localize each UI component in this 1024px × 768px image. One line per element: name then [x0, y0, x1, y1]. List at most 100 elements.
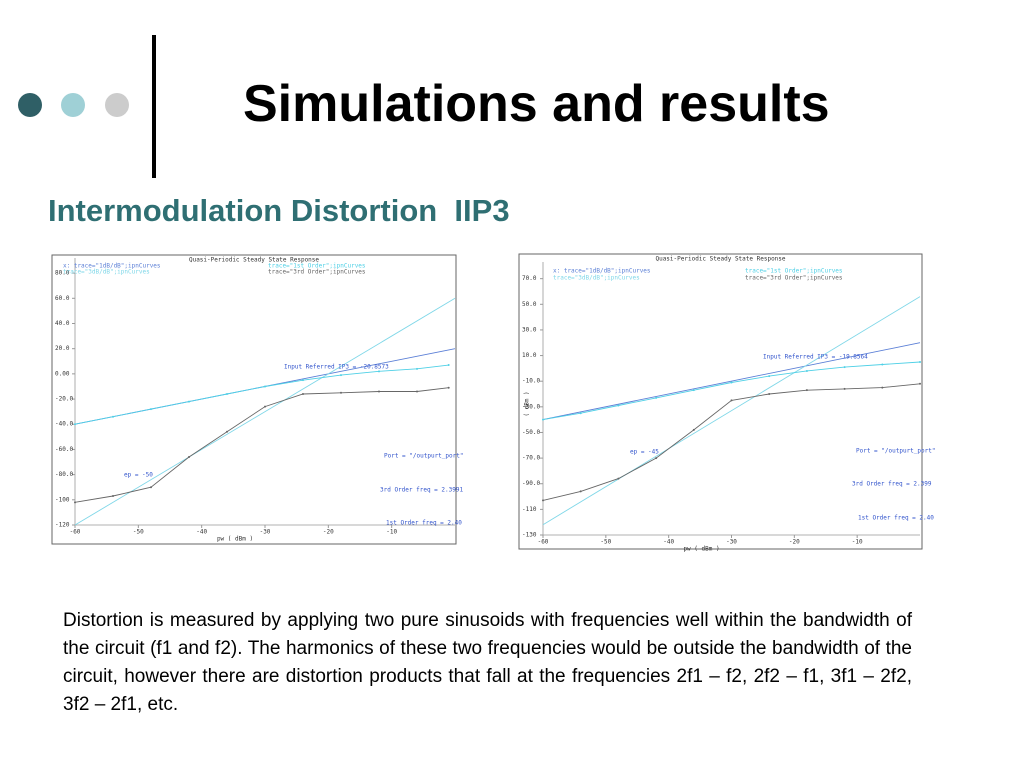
- data-point: [542, 499, 544, 502]
- data-point: [150, 408, 152, 411]
- y-tick-label: -50.0: [522, 429, 540, 436]
- y-tick-label: -10.0: [522, 378, 540, 385]
- data-point: [805, 369, 808, 372]
- data-point: [655, 396, 658, 399]
- slide-title: Simulations and results: [243, 75, 830, 133]
- y-tick-label: 70.0: [522, 275, 537, 282]
- slide-subtitle: Intermodulation Distortion IIP3: [48, 193, 510, 228]
- data-point: [768, 393, 771, 396]
- data-point: [188, 400, 190, 403]
- y-tick-label: -70.0: [522, 455, 540, 462]
- data-point: [74, 423, 76, 426]
- data-point: [447, 386, 450, 389]
- data-point: [617, 477, 620, 480]
- data-point: [579, 412, 582, 415]
- data-point: [843, 387, 846, 390]
- x-tick-label: -60: [70, 529, 81, 536]
- data-point: [447, 364, 450, 367]
- x-tick-label: -10: [386, 529, 397, 536]
- y-tick-label: 0.00: [55, 370, 70, 377]
- annotation: Port = "/outpurt_port": [856, 448, 935, 455]
- legend-entry: trace="3rd Order";ipnCurves: [268, 269, 366, 276]
- data-point: [692, 389, 695, 392]
- body-text: Distortion is measured by applying two p…: [63, 610, 912, 715]
- y-tick-label: 40.0: [55, 320, 70, 327]
- legend-entry: trace="1st Order";ipnCurves: [268, 263, 366, 270]
- y-tick-label: -60.0: [55, 446, 73, 453]
- annotation: ep = -50: [124, 472, 153, 479]
- data-point: [881, 386, 884, 389]
- y-tick-label: 60.0: [55, 295, 70, 302]
- legend-entry: x: trace="1dB/dB";ipnCurves: [553, 268, 651, 275]
- x-tick-label: -20: [323, 529, 334, 536]
- x-tick-label: -10: [852, 539, 863, 546]
- series-line: [542, 342, 921, 421]
- data-point: [881, 363, 884, 366]
- dot: [18, 93, 42, 117]
- legend-entry: trace="1st Order";ipnCurves: [745, 268, 843, 275]
- y-tick-label: -30.0: [522, 403, 540, 410]
- annotation: Input Referred IP3 = -19.8564: [763, 354, 868, 361]
- x-axis-label: pw ( dBm ): [217, 536, 253, 543]
- x-tick-label: -60: [538, 539, 549, 546]
- y-tick-label: -90.0: [522, 480, 540, 487]
- data-point: [843, 366, 846, 369]
- x-tick-label: -50: [600, 539, 611, 546]
- dot: [105, 93, 129, 117]
- y-tick-label: -120: [55, 522, 70, 529]
- data-point: [919, 382, 921, 385]
- y-tick-label: -80.0: [55, 471, 73, 478]
- x-tick-label: -40: [196, 529, 207, 536]
- data-point: [730, 381, 733, 384]
- y-tick-label: -100: [55, 496, 70, 503]
- data-point: [655, 457, 658, 460]
- data-point: [542, 418, 544, 421]
- data-point: [226, 393, 228, 396]
- y-tick-label: 80.0: [55, 270, 70, 277]
- data-point: [416, 390, 418, 393]
- y-tick-label: -130: [522, 532, 537, 539]
- plots: Quasi-Periodic Steady State Response -120…: [51, 253, 935, 553]
- data-point: [264, 405, 266, 408]
- annotation: ep = -45: [630, 449, 659, 456]
- annotation: Port = "/outpurt_port": [384, 453, 463, 460]
- data-point: [378, 390, 380, 393]
- data-point: [226, 430, 228, 433]
- legend-entry: trace="3dB/dB";ipnCurves: [63, 269, 150, 276]
- plot-frame: [518, 253, 923, 550]
- y-tick-label: -20.0: [55, 396, 73, 403]
- legend-entry: trace="3dB/dB";ipnCurves: [553, 275, 640, 282]
- x-tick-label: -40: [663, 539, 674, 546]
- x-tick-label: -30: [726, 539, 737, 546]
- annotation: 3rd Order freq = 2.3991: [380, 487, 463, 494]
- series-line: [542, 296, 921, 526]
- data-point: [692, 428, 695, 431]
- data-point: [340, 374, 342, 377]
- y-tick-label: 20.0: [55, 345, 70, 352]
- annotation: 1st Order freq = 2.40: [858, 515, 934, 522]
- data-point: [617, 404, 620, 407]
- data-point: [340, 391, 342, 394]
- y-tick-label: -40.0: [55, 421, 73, 428]
- legend-entry: x: trace="1dB/dB";ipnCurves: [63, 263, 161, 270]
- data-point: [112, 415, 114, 418]
- y-tick-label: 10.0: [522, 352, 537, 359]
- data-point: [264, 385, 266, 388]
- data-point: [919, 360, 921, 363]
- annotation: 3rd Order freq = 2.399: [852, 481, 932, 488]
- x-tick-label: -50: [133, 529, 144, 536]
- y-tick-label: 30.0: [522, 326, 537, 333]
- y-axis-label: ( dBm ): [524, 391, 531, 416]
- y-tick-label: -110: [522, 506, 537, 513]
- data-point: [112, 495, 114, 498]
- data-point: [805, 389, 808, 392]
- x-tick-label: -20: [789, 539, 800, 546]
- dot: [61, 93, 85, 117]
- plot-frame: [51, 254, 457, 545]
- data-point: [150, 486, 152, 489]
- x-axis-label: pw ( dBm ): [683, 546, 719, 553]
- data-point: [378, 370, 380, 373]
- data-point: [302, 379, 304, 382]
